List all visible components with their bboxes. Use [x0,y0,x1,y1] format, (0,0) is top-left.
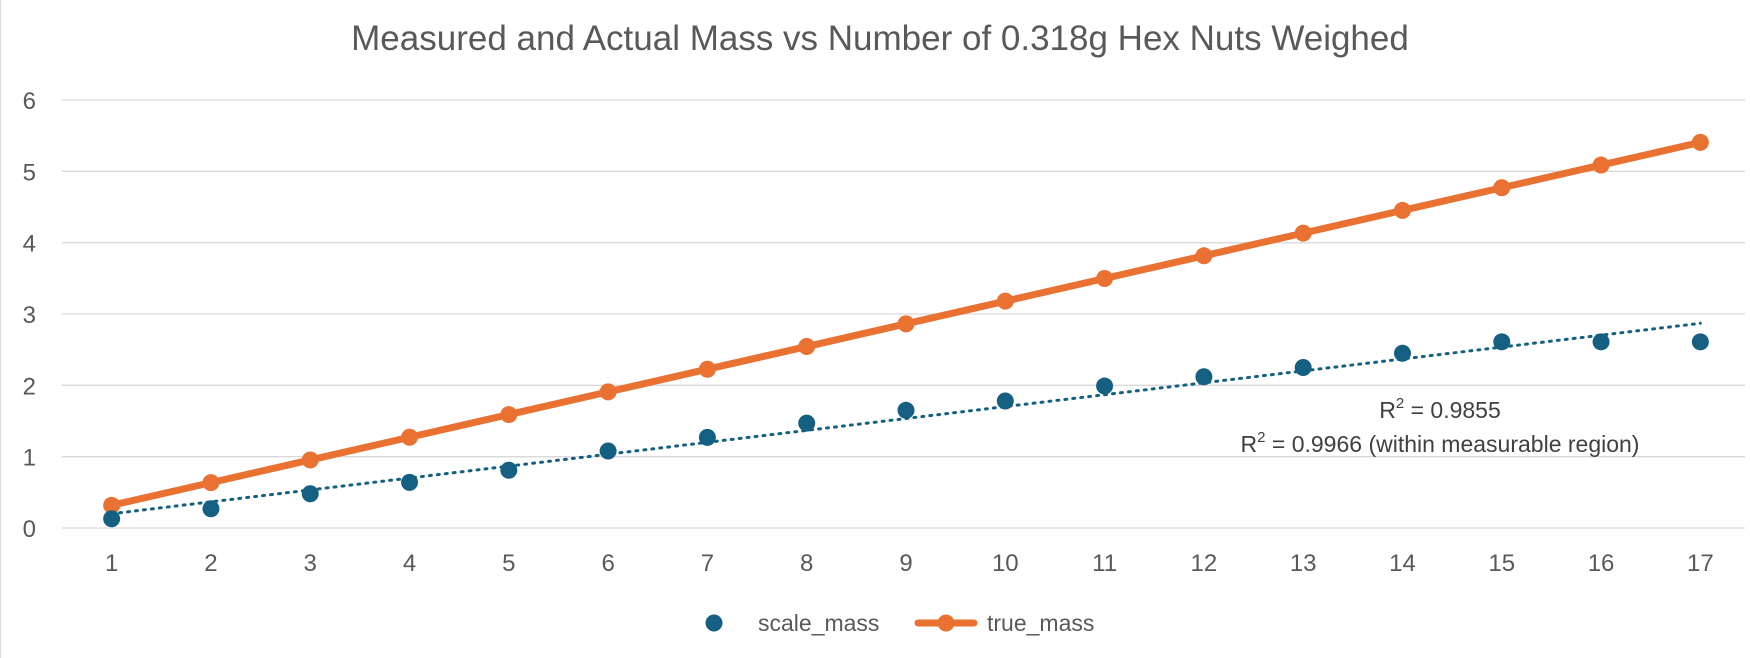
true-mass-point-1 [103,496,121,514]
scale-mass-point-7 [698,428,716,446]
scale-mass-point-14 [1393,344,1411,362]
y-tick-label-5: 5 [23,159,36,186]
legend-marker-scale-mass [705,614,723,632]
true-mass-point-9 [897,315,915,333]
x-tick-label-16: 16 [1588,550,1615,577]
true-mass-point-13 [1294,224,1312,242]
scale-mass-point-12 [1195,368,1213,386]
scale-mass-point-9 [897,401,915,419]
true-mass-point-7 [698,360,716,378]
scale-mass-point-5 [500,461,518,479]
x-tick-label-6: 6 [601,550,614,577]
x-tick-label-17: 17 [1687,550,1714,577]
true-mass-point-10 [996,292,1014,310]
true-mass-point-6 [599,383,617,401]
true-mass-point-14 [1393,201,1411,219]
panel-left-border [0,0,1,658]
x-tick-label-7: 7 [701,550,714,577]
true-mass-point-2 [202,474,220,492]
x-tick-label-13: 13 [1290,550,1317,577]
scale-mass-point-15 [1493,333,1511,351]
true-mass-point-17 [1691,133,1709,151]
scale-mass-point-3 [301,485,319,503]
legend-marker-true-mass [937,614,955,632]
x-tick-label-3: 3 [304,550,317,577]
x-axis-tick-labels: 1 2 3 4 5 6 7 8 9 10 11 12 13 14 15 16 17 [105,550,1714,577]
scale-mass-point-1 [103,510,121,528]
scale-mass-point-8 [798,414,816,432]
y-tick-label-0: 0 [23,516,36,543]
true-mass-point-16 [1592,156,1610,174]
legend-label-scale-mass: scale_mass [758,610,879,636]
scale-mass-point-13 [1294,359,1312,376]
x-tick-label-9: 9 [899,550,912,577]
scale-mass-point-11 [1096,377,1114,395]
x-tick-label-12: 12 [1191,550,1218,577]
x-tick-label-2: 2 [204,550,217,577]
x-tick-label-10: 10 [992,550,1019,577]
scale-mass-point-17 [1691,333,1709,351]
y-axis-tick-labels: 0 1 2 3 4 5 6 [23,88,36,543]
y-tick-label-4: 4 [23,231,36,258]
true-mass-point-4 [401,428,419,446]
x-tick-label-4: 4 [403,550,416,577]
true-mass-point-3 [301,451,319,469]
chart-title: Measured and Actual Mass vs Number of 0.… [351,19,1409,58]
true-mass-point-15 [1493,179,1511,197]
scale-mass-point-6 [599,442,617,460]
y-tick-label-6: 6 [23,88,36,115]
x-tick-label-8: 8 [800,550,813,577]
legend-label-true-mass: true_mass [987,610,1094,636]
legend: scale_mass true_mass [705,610,1094,636]
scale-mass-point-4 [401,473,419,491]
y-tick-label-3: 3 [23,302,36,329]
true-mass-point-11 [1096,269,1114,287]
gridlines [62,99,1745,529]
r-squared-annotations: R2 = 0.9855 R2 = 0.9966 (within measurabl… [1241,395,1640,457]
true-mass-point-8 [798,338,816,356]
y-tick-label-1: 1 [23,445,36,472]
scale-mass-point-2 [202,500,220,518]
scale-mass-point-16 [1592,333,1610,351]
x-tick-label-11: 11 [1092,550,1117,577]
r-squared-label-1: R2 = 0.9855 [1379,395,1501,423]
x-tick-label-15: 15 [1488,550,1515,577]
x-tick-label-1: 1 [105,550,118,577]
x-tick-label-5: 5 [502,550,515,577]
r-squared-label-2: R2 = 0.9966 (within measurable region) [1241,429,1640,457]
x-tick-label-14: 14 [1389,550,1416,577]
true-mass-point-5 [500,406,518,424]
point-layer [103,133,1709,528]
true-mass-point-12 [1195,247,1213,265]
scale-mass-point-10 [996,392,1014,410]
y-tick-label-2: 2 [23,373,36,400]
